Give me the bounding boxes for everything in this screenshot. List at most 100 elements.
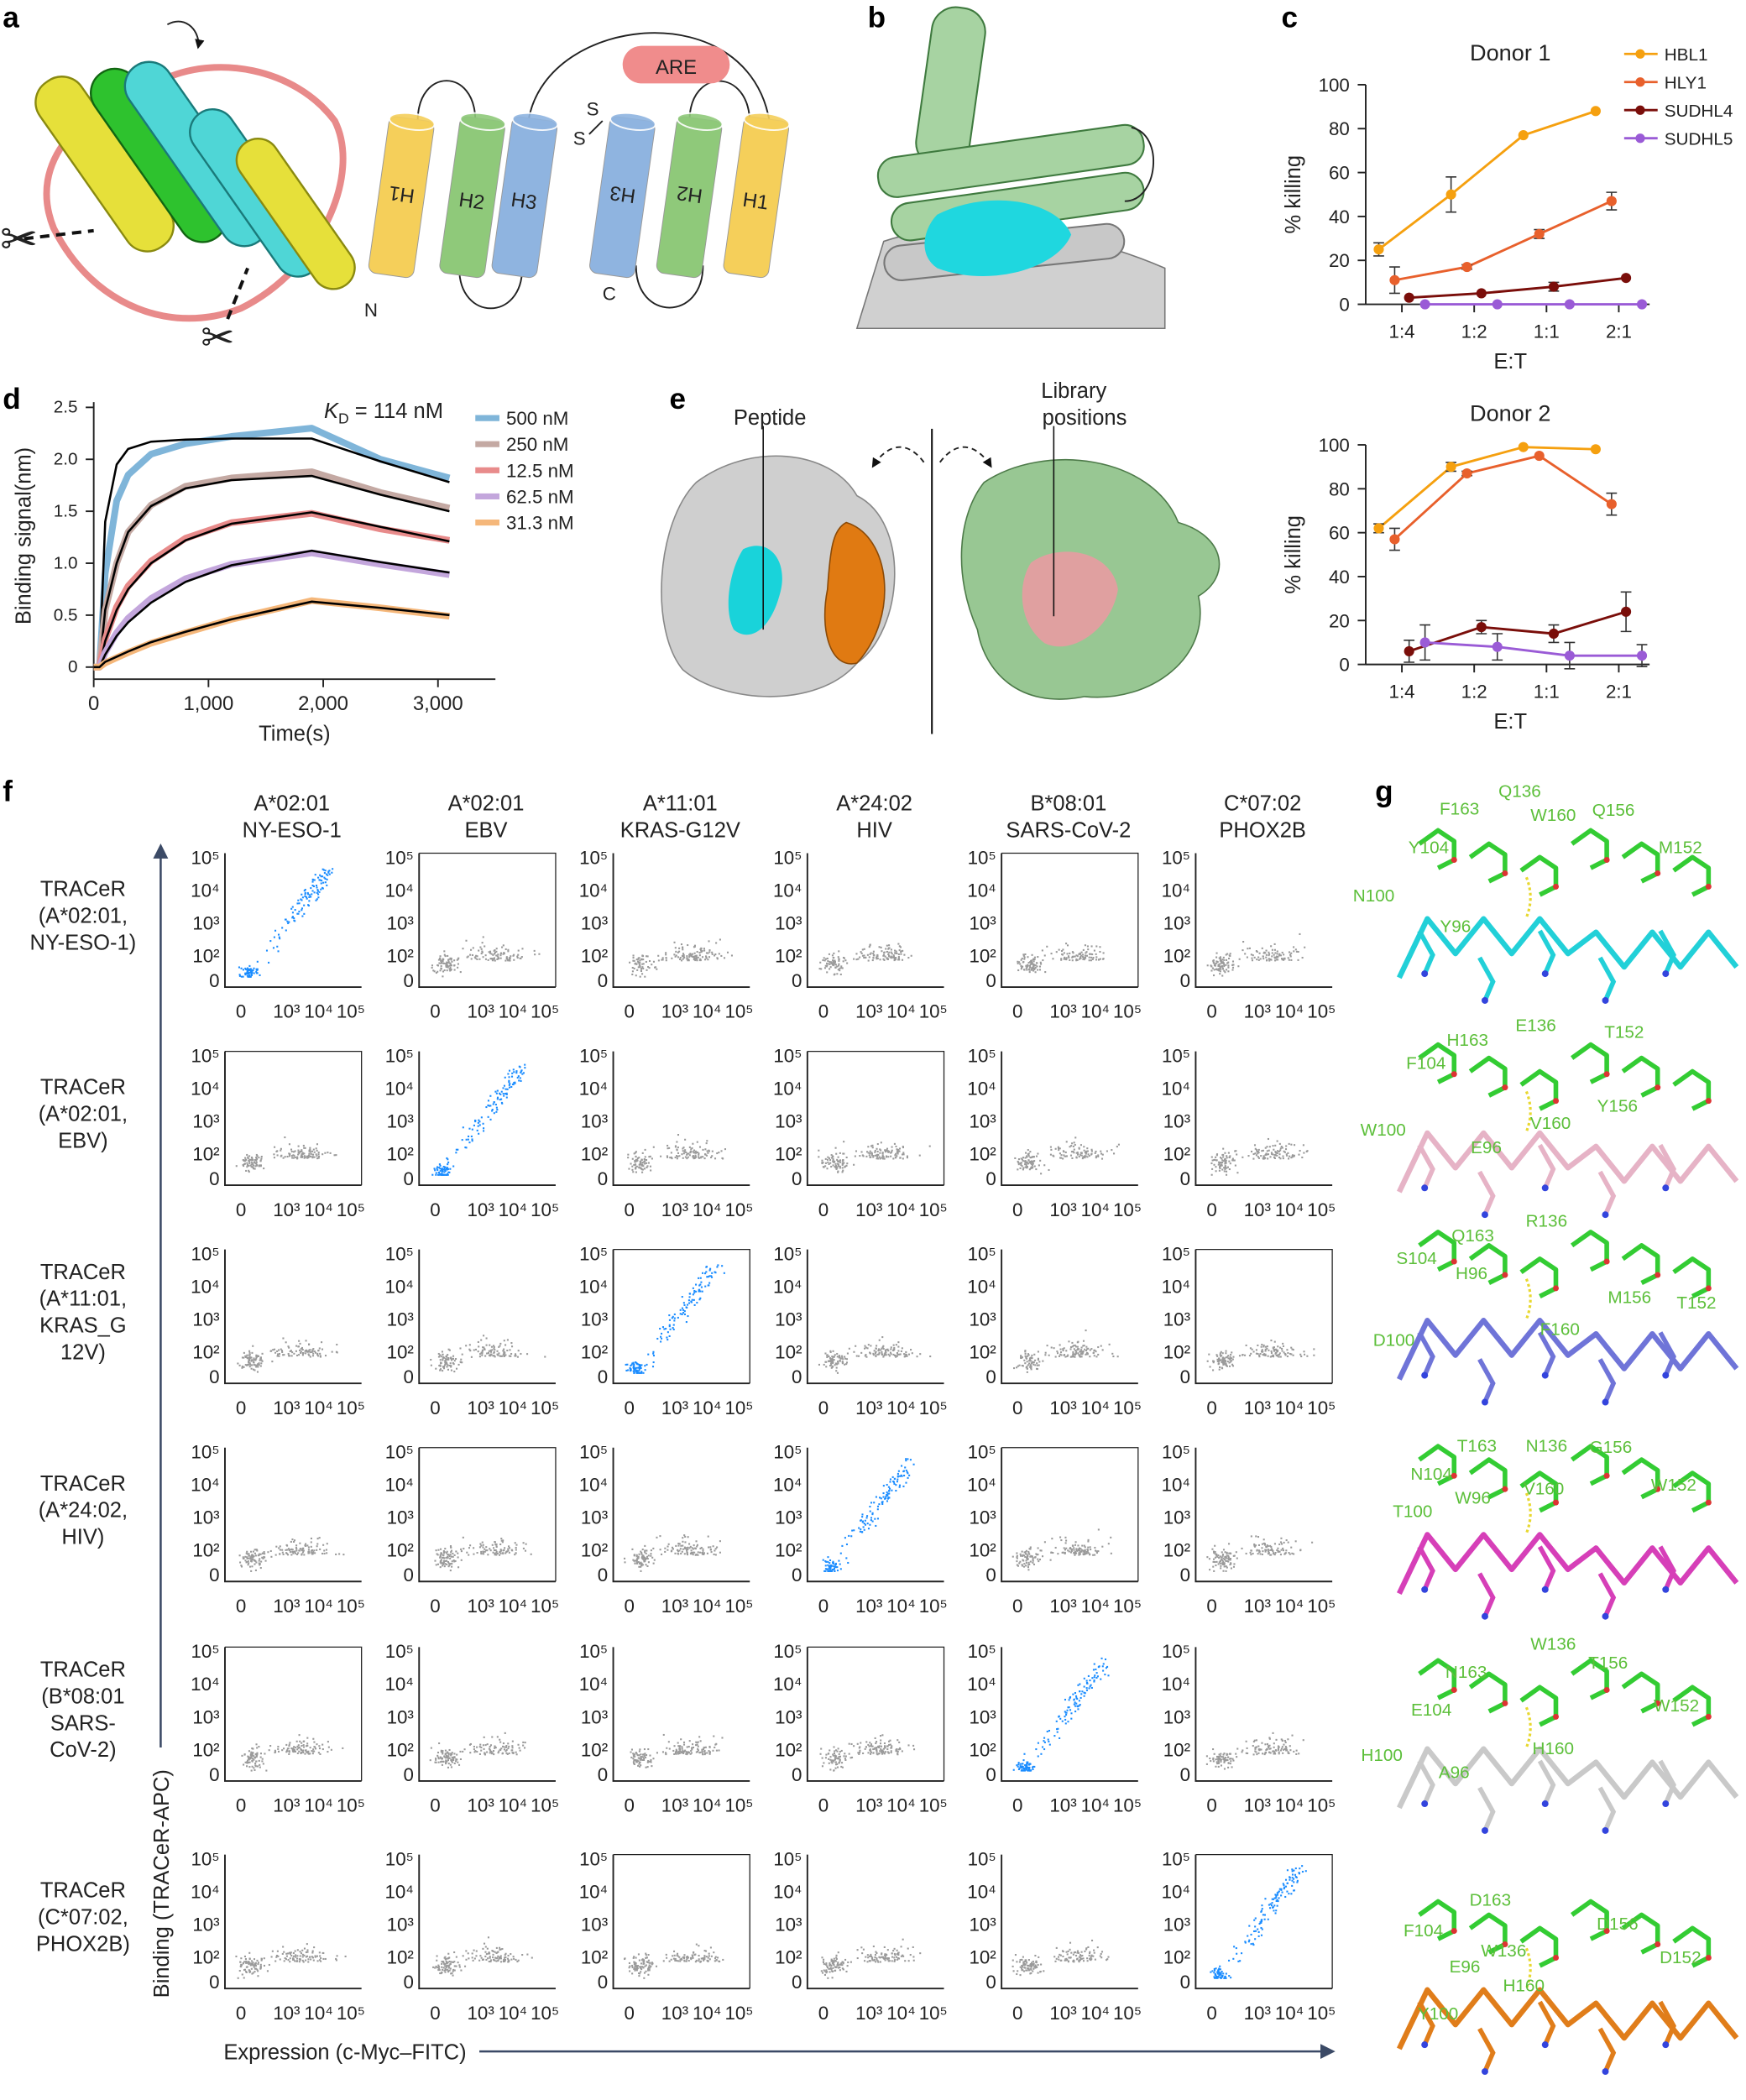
event-dot	[1037, 1358, 1039, 1361]
event-dot	[1224, 1363, 1226, 1366]
x-tick-label: 1:1	[1534, 681, 1560, 702]
event-dot	[330, 1748, 332, 1751]
event-dot	[265, 1769, 268, 1772]
y-tick-label: 10⁴	[579, 1674, 608, 1695]
event-dot	[1284, 1353, 1287, 1356]
event-dot	[447, 1364, 449, 1366]
event-dot	[281, 927, 284, 929]
event-dot	[511, 1083, 515, 1085]
event-dot	[1224, 1160, 1226, 1162]
event-dot	[853, 1529, 855, 1532]
event-dot	[1219, 973, 1221, 975]
series-line-hbl1	[1377, 109, 1597, 251]
event-dot	[504, 1732, 506, 1734]
event-dot	[1264, 1345, 1267, 1348]
event-dot	[1026, 1155, 1028, 1157]
event-dot	[865, 1155, 868, 1157]
event-dot	[834, 959, 836, 962]
event-dot	[1022, 969, 1026, 971]
event-dot	[264, 1553, 266, 1555]
event-dot	[320, 882, 322, 885]
event-dot	[317, 896, 320, 899]
event-dot	[832, 1361, 834, 1364]
event-dot	[291, 1351, 294, 1354]
event-dot	[316, 1743, 318, 1746]
event-dot	[696, 959, 698, 962]
event-dot	[301, 896, 304, 899]
event-dot	[243, 1763, 245, 1766]
event-dot	[317, 876, 320, 879]
event-dot	[302, 1549, 305, 1552]
event-dot	[457, 1761, 459, 1763]
event-dot	[897, 959, 900, 961]
event-dot	[452, 1758, 455, 1761]
event-dot	[249, 1757, 253, 1759]
event-dot	[887, 1486, 890, 1488]
event-dot	[1080, 1152, 1083, 1154]
event-dot	[644, 1156, 646, 1158]
event-dot	[1084, 1348, 1086, 1350]
event-dot	[682, 947, 684, 949]
data-point-sudhl5	[1564, 299, 1575, 310]
event-dot	[244, 974, 247, 976]
event-dot	[637, 958, 640, 960]
event-dot	[1273, 1350, 1276, 1352]
event-dot	[502, 944, 504, 947]
plot-frame	[224, 1646, 363, 1781]
event-dot	[1227, 1355, 1230, 1357]
event-dot	[273, 1153, 275, 1156]
event-dot	[255, 1157, 259, 1160]
event-dot	[469, 953, 472, 956]
event-dot	[674, 955, 677, 958]
event-dot	[1099, 946, 1101, 948]
event-dot	[1086, 1147, 1089, 1150]
event-dot	[1066, 944, 1069, 947]
event-dot	[640, 1561, 642, 1564]
event-dot	[445, 1757, 447, 1759]
event-dot	[1064, 956, 1066, 959]
event-dot	[1028, 1162, 1031, 1164]
event-dot	[442, 958, 444, 960]
event-dot	[878, 1351, 881, 1354]
event-dot	[306, 1752, 309, 1754]
data-point-hly1	[1389, 534, 1400, 545]
y-tick-label: 0	[403, 1565, 413, 1585]
event-dot	[1247, 948, 1249, 950]
event-dot	[637, 1363, 640, 1366]
event-dot	[445, 1761, 447, 1763]
event-dot	[250, 1560, 253, 1563]
event-dot	[829, 960, 831, 963]
event-dot	[650, 1169, 652, 1172]
event-dot	[862, 1526, 865, 1528]
event-dot	[258, 1745, 260, 1748]
event-dot	[1087, 1153, 1090, 1156]
event-dot	[1217, 1563, 1220, 1565]
event-dot	[524, 1747, 526, 1749]
event-dot	[294, 1150, 296, 1152]
event-dot	[298, 1354, 301, 1356]
event-dot	[1078, 1354, 1080, 1356]
legend-item: 500 nM	[475, 408, 568, 429]
event-dot	[867, 1528, 870, 1530]
event-dot	[634, 1152, 636, 1154]
event-dot	[1090, 1148, 1093, 1151]
event-dot	[1208, 1558, 1210, 1560]
event-dot	[870, 1517, 873, 1519]
event-dot	[245, 1561, 248, 1564]
event-dot	[882, 958, 885, 960]
event-dot	[1268, 951, 1270, 953]
event-dot	[440, 1757, 442, 1759]
event-dot	[1022, 961, 1024, 964]
event-dot	[450, 1358, 452, 1361]
event-dot	[827, 1556, 829, 1559]
event-dot	[686, 958, 688, 960]
event-dot	[303, 1157, 306, 1159]
x-tick-label: 10⁵	[1113, 1001, 1142, 1022]
event-dot	[1297, 950, 1299, 953]
event-dot	[452, 1757, 455, 1759]
event-dot	[705, 1266, 708, 1268]
event-dot	[874, 1518, 876, 1520]
event-dot	[669, 1157, 672, 1159]
event-dot	[1285, 1539, 1288, 1542]
event-dot	[714, 1549, 716, 1552]
